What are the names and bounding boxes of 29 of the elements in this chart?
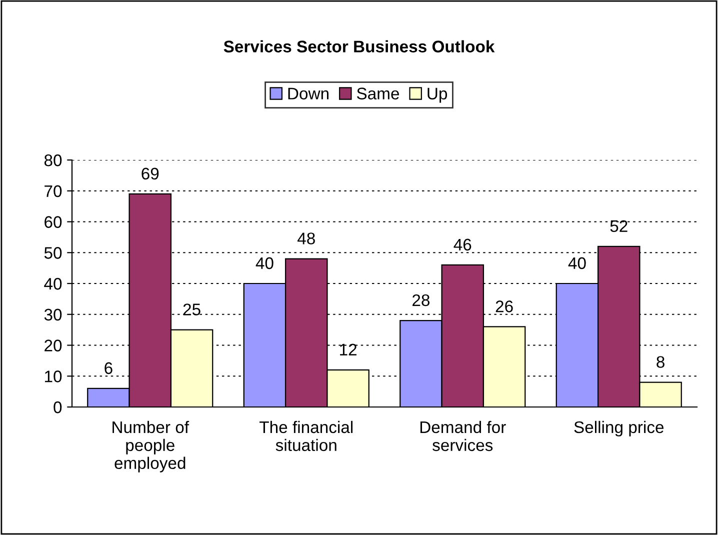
x-tick-label: The financial situation (260, 420, 353, 452)
data-label: 28 (412, 294, 430, 306)
legend-label: Same (356, 88, 400, 100)
chart-title: Services Sector Business Outlook (224, 40, 495, 52)
y-tick-label: 50 (44, 247, 62, 259)
y-tick-label: 70 (44, 185, 62, 198)
y-tick-label: 40 (44, 278, 62, 290)
data-label: 40 (256, 257, 274, 270)
y-tick-label: 10 (45, 370, 62, 382)
x-tick-label: Selling price (574, 420, 664, 436)
data-label: 48 (297, 232, 315, 244)
x-tick-label: Number of people employed (112, 420, 190, 472)
y-tick-label: 30 (44, 308, 62, 321)
y-tick-label: 80 (44, 154, 62, 166)
y-tick-label: 20 (44, 340, 62, 352)
y-tick-label: 0 (54, 401, 62, 414)
x-tick-label: Demand for services (420, 420, 506, 452)
data-label: 40 (568, 257, 586, 270)
data-label: 8 (656, 356, 664, 368)
data-label: 69 (142, 168, 159, 180)
data-label: 12 (340, 344, 356, 356)
data-label: 52 (610, 220, 628, 232)
y-tick-label: 60 (44, 216, 62, 228)
data-label: 6 (104, 362, 112, 374)
data-label: 25 (183, 304, 200, 316)
data-label: 26 (496, 300, 513, 312)
data-label: 46 (454, 238, 472, 251)
legend-label: Down (288, 88, 328, 100)
legend-label: Up (428, 88, 448, 103)
